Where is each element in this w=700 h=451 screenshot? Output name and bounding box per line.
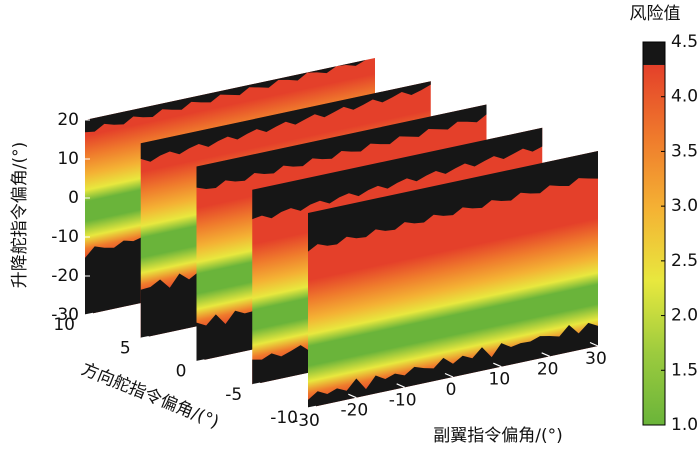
y-tick-label: 10 — [53, 315, 75, 335]
z-axis-label: 升降舵指令偏角/(°) — [10, 142, 30, 289]
x-axis-label: 副翼指令偏角/(°) — [433, 426, 563, 446]
colorbar-tick-label: 1.0 — [671, 415, 698, 435]
colorbar-tick-label: 3.0 — [671, 196, 698, 216]
y-tick — [140, 335, 149, 339]
x-tick-label: -30 — [292, 411, 320, 431]
y-tick-label: -10 — [270, 408, 298, 428]
colorbar-title: 风险值 — [630, 4, 681, 24]
colorbar-tick-label: 4.0 — [671, 87, 698, 107]
x-tick — [589, 341, 599, 347]
colorbar-tick-label: 2.0 — [671, 306, 698, 326]
colorbar-tick-label: 4.5 — [671, 32, 698, 52]
x-tick-label: 10 — [489, 370, 511, 390]
x-tick — [348, 393, 357, 399]
x-tick — [493, 362, 502, 368]
y-tick-label: 0 — [176, 362, 187, 382]
z-tick-label: 0 — [68, 188, 79, 208]
y-tick — [84, 312, 94, 316]
colorbar-tick-label: 3.5 — [671, 141, 698, 161]
x-tick-label: 30 — [585, 349, 607, 369]
y-tick — [252, 382, 261, 386]
colorbar-tick-label: 2.5 — [671, 251, 698, 271]
z-tick-label: -30 — [51, 305, 79, 325]
colorbar-frame — [642, 41, 666, 426]
colorbar-over — [643, 42, 665, 65]
y-tick-label: -5 — [225, 385, 242, 405]
z-tick-label: -10 — [51, 227, 79, 247]
y-axis-label: 方向舵指令偏角/(°) — [78, 359, 221, 432]
y-tick — [196, 359, 205, 363]
z-tick-label: -20 — [51, 266, 79, 286]
colorbar-gradient — [643, 64, 665, 425]
colorbar-tick-label: 1.5 — [671, 360, 698, 380]
x-tick — [541, 352, 550, 357]
x-tick — [396, 383, 405, 388]
z-tick-label: 10 — [57, 149, 79, 169]
z-tick-label: 20 — [57, 110, 79, 130]
x-tick-label: 0 — [446, 380, 457, 400]
x-tick — [299, 403, 309, 409]
x-tick — [444, 372, 454, 378]
x-tick-label: -10 — [389, 390, 417, 410]
x-tick-label: 20 — [537, 359, 559, 379]
x-tick-label: -20 — [340, 401, 368, 421]
y-tick — [307, 405, 317, 409]
slice — [307, 150, 599, 409]
y-tick-label: 5 — [120, 338, 131, 358]
